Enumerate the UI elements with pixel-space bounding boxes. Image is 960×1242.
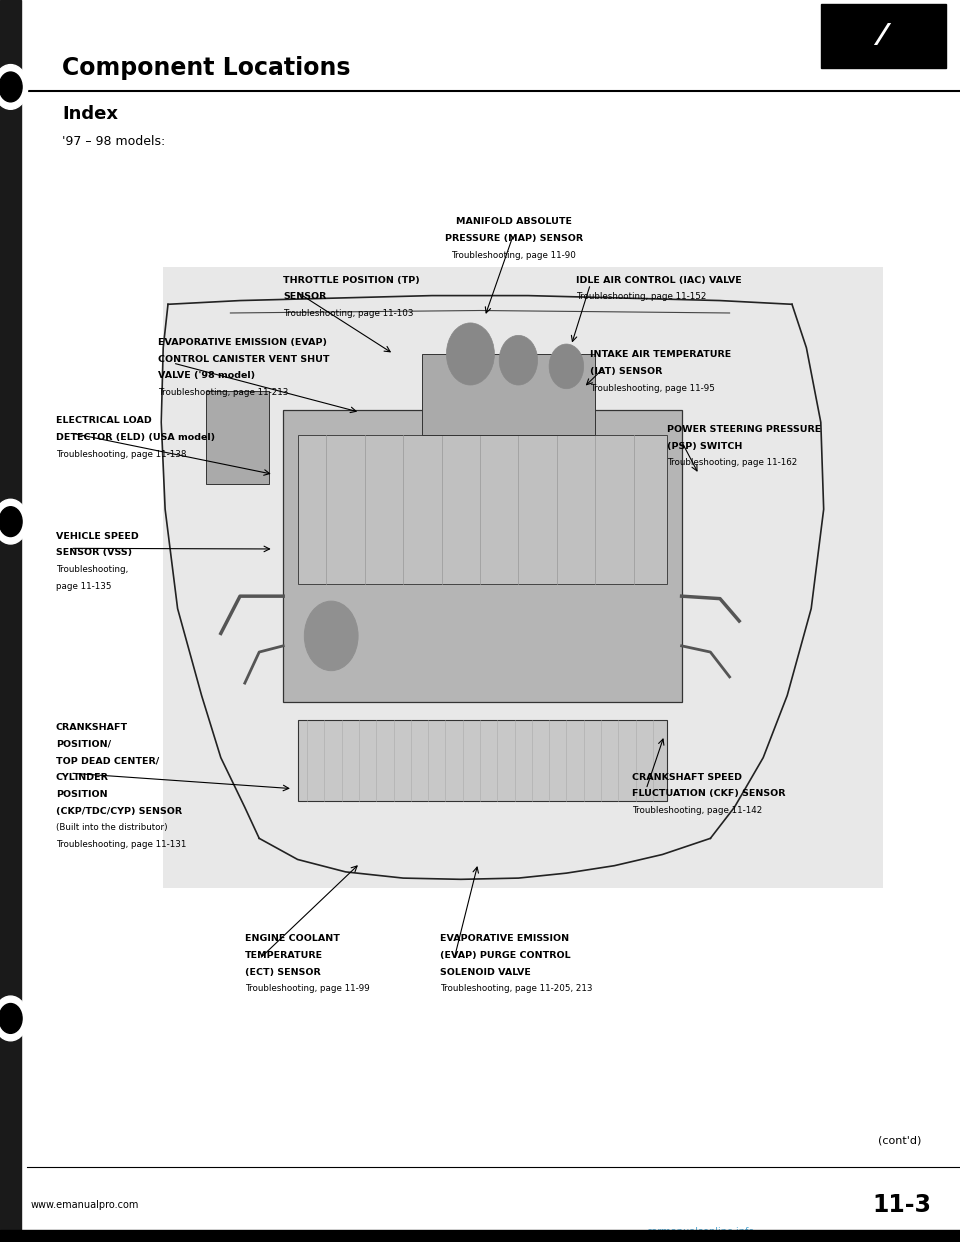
Circle shape xyxy=(0,499,28,544)
Text: VEHICLE SPEED: VEHICLE SPEED xyxy=(56,532,138,540)
Text: '97 – 98 models:: '97 – 98 models: xyxy=(62,135,166,148)
Circle shape xyxy=(0,1004,22,1033)
Text: ENGINE COOLANT: ENGINE COOLANT xyxy=(245,934,340,943)
Bar xyxy=(0,0,21,1242)
Text: VALVE ('98 model): VALVE ('98 model) xyxy=(158,371,255,380)
Text: Component Locations: Component Locations xyxy=(62,56,351,81)
Text: SENSOR: SENSOR xyxy=(283,292,326,302)
Text: (ECT) SENSOR: (ECT) SENSOR xyxy=(245,968,321,976)
Text: Troubleshooting, page 11-131: Troubleshooting, page 11-131 xyxy=(56,841,186,850)
Text: IDLE AIR CONTROL (IAC) VALVE: IDLE AIR CONTROL (IAC) VALVE xyxy=(576,276,742,284)
Text: FLUCTUATION (CKF) SENSOR: FLUCTUATION (CKF) SENSOR xyxy=(632,790,785,799)
Text: CYLINDER: CYLINDER xyxy=(56,773,108,782)
Text: DETECTOR (ELD) (USA model): DETECTOR (ELD) (USA model) xyxy=(56,432,215,442)
Text: EVAPORATIVE EMISSION: EVAPORATIVE EMISSION xyxy=(440,934,569,943)
Text: (CKP/TDC/CYP) SENSOR: (CKP/TDC/CYP) SENSOR xyxy=(56,807,181,816)
Text: (cont'd): (cont'd) xyxy=(878,1135,922,1145)
Text: 11-3: 11-3 xyxy=(873,1192,931,1217)
Text: Index: Index xyxy=(62,106,118,123)
Circle shape xyxy=(446,323,494,385)
Text: Troubleshooting, page 11-103: Troubleshooting, page 11-103 xyxy=(283,309,414,318)
Text: Troubleshooting, page 11-205, 213: Troubleshooting, page 11-205, 213 xyxy=(440,984,592,994)
Circle shape xyxy=(0,996,28,1041)
Text: INTAKE AIR TEMPERATURE: INTAKE AIR TEMPERATURE xyxy=(590,350,732,359)
Text: ⁄: ⁄ xyxy=(878,21,884,51)
Text: MANIFOLD ABSOLUTE: MANIFOLD ABSOLUTE xyxy=(456,217,571,226)
Text: POSITION/: POSITION/ xyxy=(56,740,110,749)
Text: SOLENOID VALVE: SOLENOID VALVE xyxy=(440,968,531,976)
Text: carmanualsonline.info: carmanualsonline.info xyxy=(647,1227,755,1237)
Text: Troubleshooting,: Troubleshooting, xyxy=(56,565,128,574)
Text: SENSOR (VSS): SENSOR (VSS) xyxy=(56,549,132,558)
Circle shape xyxy=(0,507,22,537)
Text: Troubleshooting, page 11-99: Troubleshooting, page 11-99 xyxy=(245,984,370,994)
Bar xyxy=(206,391,269,484)
Text: POSITION: POSITION xyxy=(56,790,108,799)
Text: POWER STEERING PRESSURE: POWER STEERING PRESSURE xyxy=(667,425,822,433)
Text: Troubleshooting, page 11-162: Troubleshooting, page 11-162 xyxy=(667,458,798,467)
Circle shape xyxy=(304,601,358,671)
Text: (EVAP) PURGE CONTROL: (EVAP) PURGE CONTROL xyxy=(440,951,570,960)
Bar xyxy=(283,410,682,702)
Text: CRANKSHAFT SPEED: CRANKSHAFT SPEED xyxy=(632,773,742,781)
Text: TEMPERATURE: TEMPERATURE xyxy=(245,951,323,960)
Circle shape xyxy=(549,344,584,389)
Text: Troubleshooting, page 11-213: Troubleshooting, page 11-213 xyxy=(158,388,289,397)
Text: THROTTLE POSITION (TP): THROTTLE POSITION (TP) xyxy=(283,276,420,284)
Text: (Built into the distributor): (Built into the distributor) xyxy=(56,823,167,832)
Text: CRANKSHAFT: CRANKSHAFT xyxy=(56,723,128,732)
Bar xyxy=(298,720,667,801)
Circle shape xyxy=(499,335,538,385)
Text: Troubleshooting, page 11-138: Troubleshooting, page 11-138 xyxy=(56,450,186,458)
Text: (IAT) SENSOR: (IAT) SENSOR xyxy=(590,368,662,376)
Bar xyxy=(298,435,667,584)
Text: Troubleshooting, page 11-152: Troubleshooting, page 11-152 xyxy=(576,292,707,302)
Text: ELECTRICAL LOAD: ELECTRICAL LOAD xyxy=(56,416,152,425)
Bar xyxy=(422,354,595,435)
Text: Troubleshooting, page 11-90: Troubleshooting, page 11-90 xyxy=(451,251,576,260)
Text: (PSP) SWITCH: (PSP) SWITCH xyxy=(667,441,743,451)
Text: page 11-135: page 11-135 xyxy=(56,581,111,591)
Text: Troubleshooting, page 11-95: Troubleshooting, page 11-95 xyxy=(590,384,715,392)
Text: Troubleshooting, page 11-142: Troubleshooting, page 11-142 xyxy=(632,806,762,815)
Bar xyxy=(0,1230,960,1242)
Text: PRESSURE (MAP) SENSOR: PRESSURE (MAP) SENSOR xyxy=(444,233,583,243)
Circle shape xyxy=(0,72,22,102)
Text: TOP DEAD CENTER/: TOP DEAD CENTER/ xyxy=(56,756,159,765)
Circle shape xyxy=(0,65,28,109)
Text: CONTROL CANISTER VENT SHUT: CONTROL CANISTER VENT SHUT xyxy=(158,355,330,364)
Bar xyxy=(163,267,883,888)
Text: www.emanualpro.com: www.emanualpro.com xyxy=(31,1200,139,1210)
Bar xyxy=(821,4,946,68)
Text: EVAPORATIVE EMISSION (EVAP): EVAPORATIVE EMISSION (EVAP) xyxy=(158,338,327,347)
